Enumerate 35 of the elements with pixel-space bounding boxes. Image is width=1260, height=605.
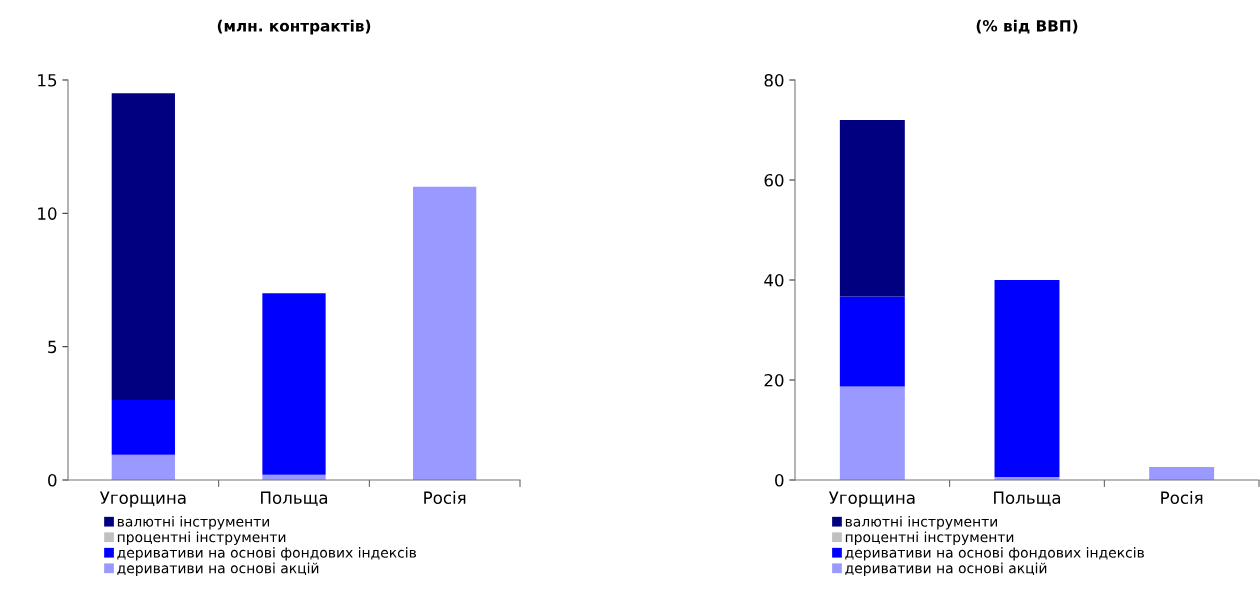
bar xyxy=(413,186,477,480)
bar xyxy=(839,386,905,480)
chart-title: (% від ВВП) xyxy=(976,19,1078,34)
x-tick-label: Угорщина xyxy=(828,491,915,508)
legend-label: валютні інструменти xyxy=(117,516,270,530)
x-tick-label: Росія xyxy=(424,491,466,505)
legend-label: деривативи на основі акцій xyxy=(845,562,1047,577)
legend-label: деривативи на основі фондових індексів xyxy=(845,547,1144,561)
y-tick-label: 80 xyxy=(764,73,784,87)
bar xyxy=(111,400,175,455)
x-tick-label: Угорщина xyxy=(99,491,186,508)
bar xyxy=(262,293,326,475)
y-tick-label: 5 xyxy=(48,340,57,354)
bar xyxy=(1149,467,1215,480)
bar xyxy=(111,93,175,400)
y-tick-label: 0 xyxy=(48,473,57,487)
y-tick-label: 60 xyxy=(764,173,784,187)
x-tick-label: Польща xyxy=(994,491,1061,507)
legend-label: процентні інструменти xyxy=(117,531,286,545)
y-tick-label: 15 xyxy=(38,74,57,87)
bar xyxy=(111,454,175,480)
y-tick-label: 0 xyxy=(775,473,784,487)
legend-label: деривативи на основі фондових індексів xyxy=(117,547,416,561)
x-tick-label: Росія xyxy=(1161,491,1203,505)
legend-label: деривативи на основі акцій xyxy=(117,562,319,577)
chart-title: (млн. контрактів) xyxy=(217,19,371,35)
bar xyxy=(839,296,905,387)
y-tick-label: 40 xyxy=(764,273,784,287)
bar xyxy=(839,120,905,297)
legend-label: процентні інструменти xyxy=(845,531,1014,545)
bar xyxy=(994,280,1060,477)
legend-label: валютні інструменти xyxy=(845,516,997,530)
y-tick-label: 20 xyxy=(764,373,784,387)
x-tick-label: Польща xyxy=(261,491,328,507)
y-tick-label: 10 xyxy=(38,207,57,220)
